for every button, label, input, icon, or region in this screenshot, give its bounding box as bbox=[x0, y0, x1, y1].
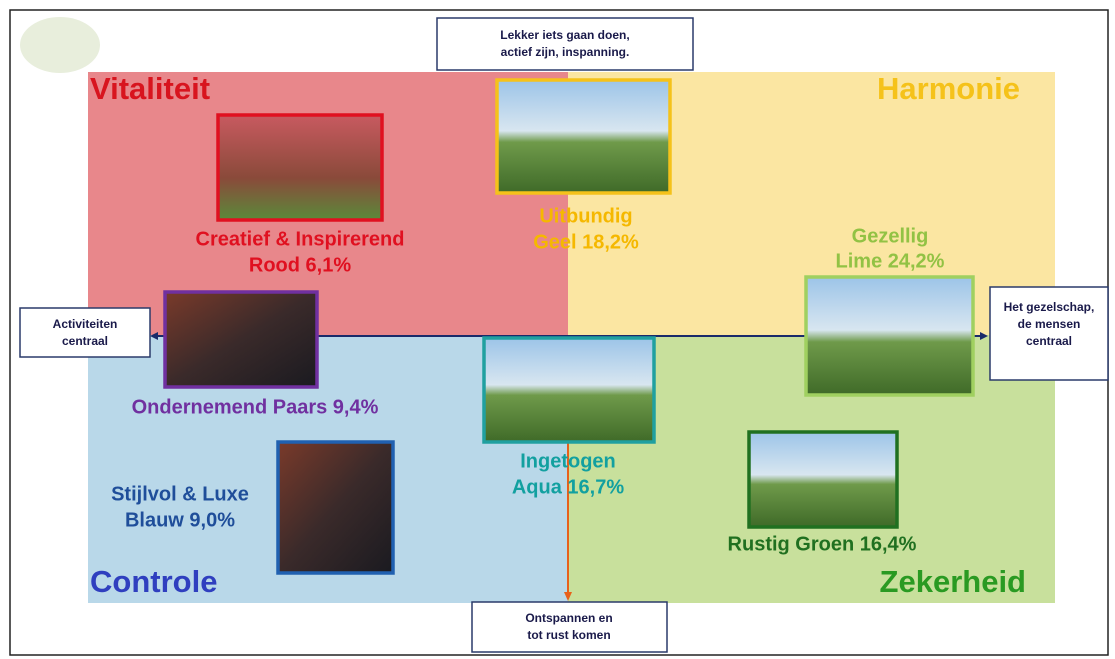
quadrant-title: Controle bbox=[90, 564, 217, 599]
segment-label: Creatief & Inspirerend bbox=[196, 228, 405, 250]
flower-decoration bbox=[20, 17, 100, 73]
axis-label: centraal bbox=[1026, 334, 1072, 348]
quadrant-title: Vitaliteit bbox=[90, 71, 210, 106]
quadrant-title: Zekerheid bbox=[880, 564, 1026, 599]
axis-label: de mensen bbox=[1018, 317, 1081, 331]
photo bbox=[165, 292, 317, 387]
segment-label: Rustig Groen 16,4% bbox=[728, 533, 917, 555]
segment-label: Blauw 9,0% bbox=[125, 509, 235, 531]
axis-label: actief zijn, inspanning. bbox=[501, 45, 630, 59]
segment-label: Aqua 16,7% bbox=[512, 476, 624, 498]
axis-label: Ontspannen en bbox=[525, 611, 612, 625]
photo bbox=[806, 277, 973, 395]
axis-box bbox=[437, 18, 693, 70]
axis-label: Lekker iets gaan doen, bbox=[500, 28, 629, 42]
segment-label: Lime 24,2% bbox=[836, 250, 945, 272]
segment-label: Ingetogen bbox=[520, 450, 616, 472]
axis-label: tot rust komen bbox=[527, 628, 610, 642]
segment-label: Uitbundig bbox=[539, 205, 632, 227]
photo bbox=[497, 80, 670, 193]
photo bbox=[218, 115, 382, 220]
quadrant-title: Harmonie bbox=[877, 71, 1020, 106]
axis-label: Activiteiten bbox=[53, 317, 118, 331]
photo bbox=[278, 442, 393, 573]
axis-label: centraal bbox=[62, 334, 108, 348]
segment-label: Rood 6,1% bbox=[249, 254, 351, 276]
segment-label: Geel 18,2% bbox=[533, 231, 639, 253]
segment-label: Stijlvol & Luxe bbox=[111, 483, 249, 505]
photo bbox=[484, 338, 654, 442]
axis-box bbox=[472, 602, 667, 652]
photo bbox=[749, 432, 897, 527]
diagram: Vitaliteit Harmonie Controle Zekerheid C… bbox=[0, 0, 1115, 659]
axis-label: Het gezelschap, bbox=[1004, 300, 1095, 314]
axis-box bbox=[20, 308, 150, 357]
segment-label: Ondernemend Paars 9,4% bbox=[132, 396, 379, 418]
segment-label: Gezellig bbox=[852, 225, 929, 247]
